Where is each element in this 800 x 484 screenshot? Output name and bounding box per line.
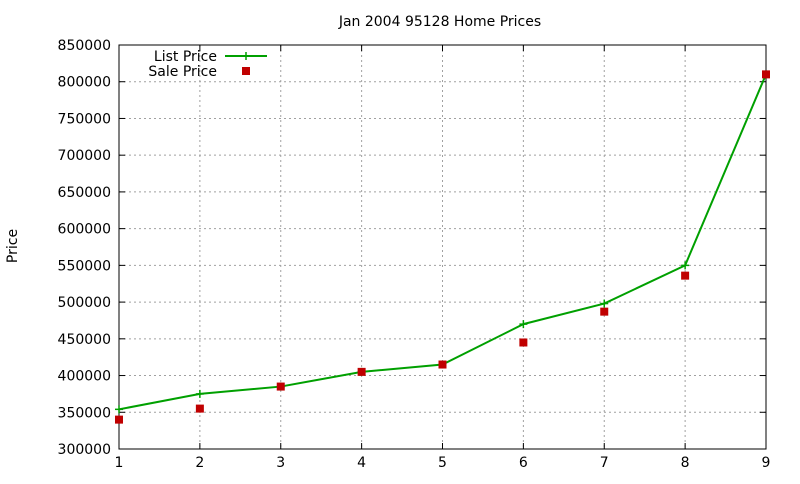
- series-2: [115, 70, 770, 424]
- y-tick-label: 400000: [58, 369, 111, 385]
- data-point: [600, 299, 609, 308]
- legend-label: List Price: [154, 49, 217, 65]
- legend-entry: List Price: [154, 49, 267, 65]
- data-point: [519, 338, 528, 347]
- x-tick-label: 7: [600, 455, 609, 471]
- y-tick-label: 750000: [58, 111, 111, 127]
- legend-entry: Sale Price: [148, 64, 250, 80]
- y-tick-label: 700000: [58, 148, 111, 164]
- data-point: [357, 367, 366, 376]
- x-tick-label: 2: [195, 455, 204, 471]
- y-tick-label: 850000: [58, 38, 111, 54]
- data-point: [115, 415, 123, 424]
- data-point: [762, 70, 770, 79]
- legend-label: Sale Price: [148, 64, 217, 80]
- data-point: [519, 320, 528, 329]
- y-tick-label: 600000: [58, 222, 111, 238]
- x-tick-label: 8: [681, 455, 690, 471]
- x-tick-label: 3: [276, 455, 285, 471]
- x-tick-label: 6: [519, 455, 528, 471]
- data-point: [681, 271, 690, 280]
- x-tick-label: 5: [438, 455, 447, 471]
- data-point: [115, 405, 123, 414]
- y-tick-label: 350000: [58, 405, 111, 421]
- y-tick-label: 500000: [58, 295, 111, 311]
- data-point: [681, 261, 690, 270]
- series-layer: [115, 70, 770, 424]
- y-tick-label: 450000: [58, 332, 111, 348]
- data-point: [195, 389, 204, 398]
- chart-title: Jan 2004 95128 Home Prices: [338, 14, 541, 30]
- data-point: [438, 360, 447, 369]
- data-point: [600, 307, 609, 316]
- legend-swatch-marker: [242, 67, 250, 75]
- y-tick-label: 300000: [58, 442, 111, 458]
- legend-swatch-marker: [242, 52, 250, 60]
- x-tick-label: 9: [762, 455, 771, 471]
- axes: 300000 350000 400000 450000 500000 550000 6000…: [58, 38, 771, 471]
- y-tick-label: 550000: [58, 258, 111, 274]
- grid-lines: [119, 45, 766, 449]
- data-point: [276, 382, 285, 391]
- y-tick-label: 800000: [58, 75, 111, 91]
- y-axis-label: Price: [5, 229, 21, 263]
- x-tick-label: 4: [357, 455, 366, 471]
- y-tick-label: 650000: [58, 185, 111, 201]
- x-tick-label: 1: [115, 455, 124, 471]
- data-point: [195, 404, 204, 413]
